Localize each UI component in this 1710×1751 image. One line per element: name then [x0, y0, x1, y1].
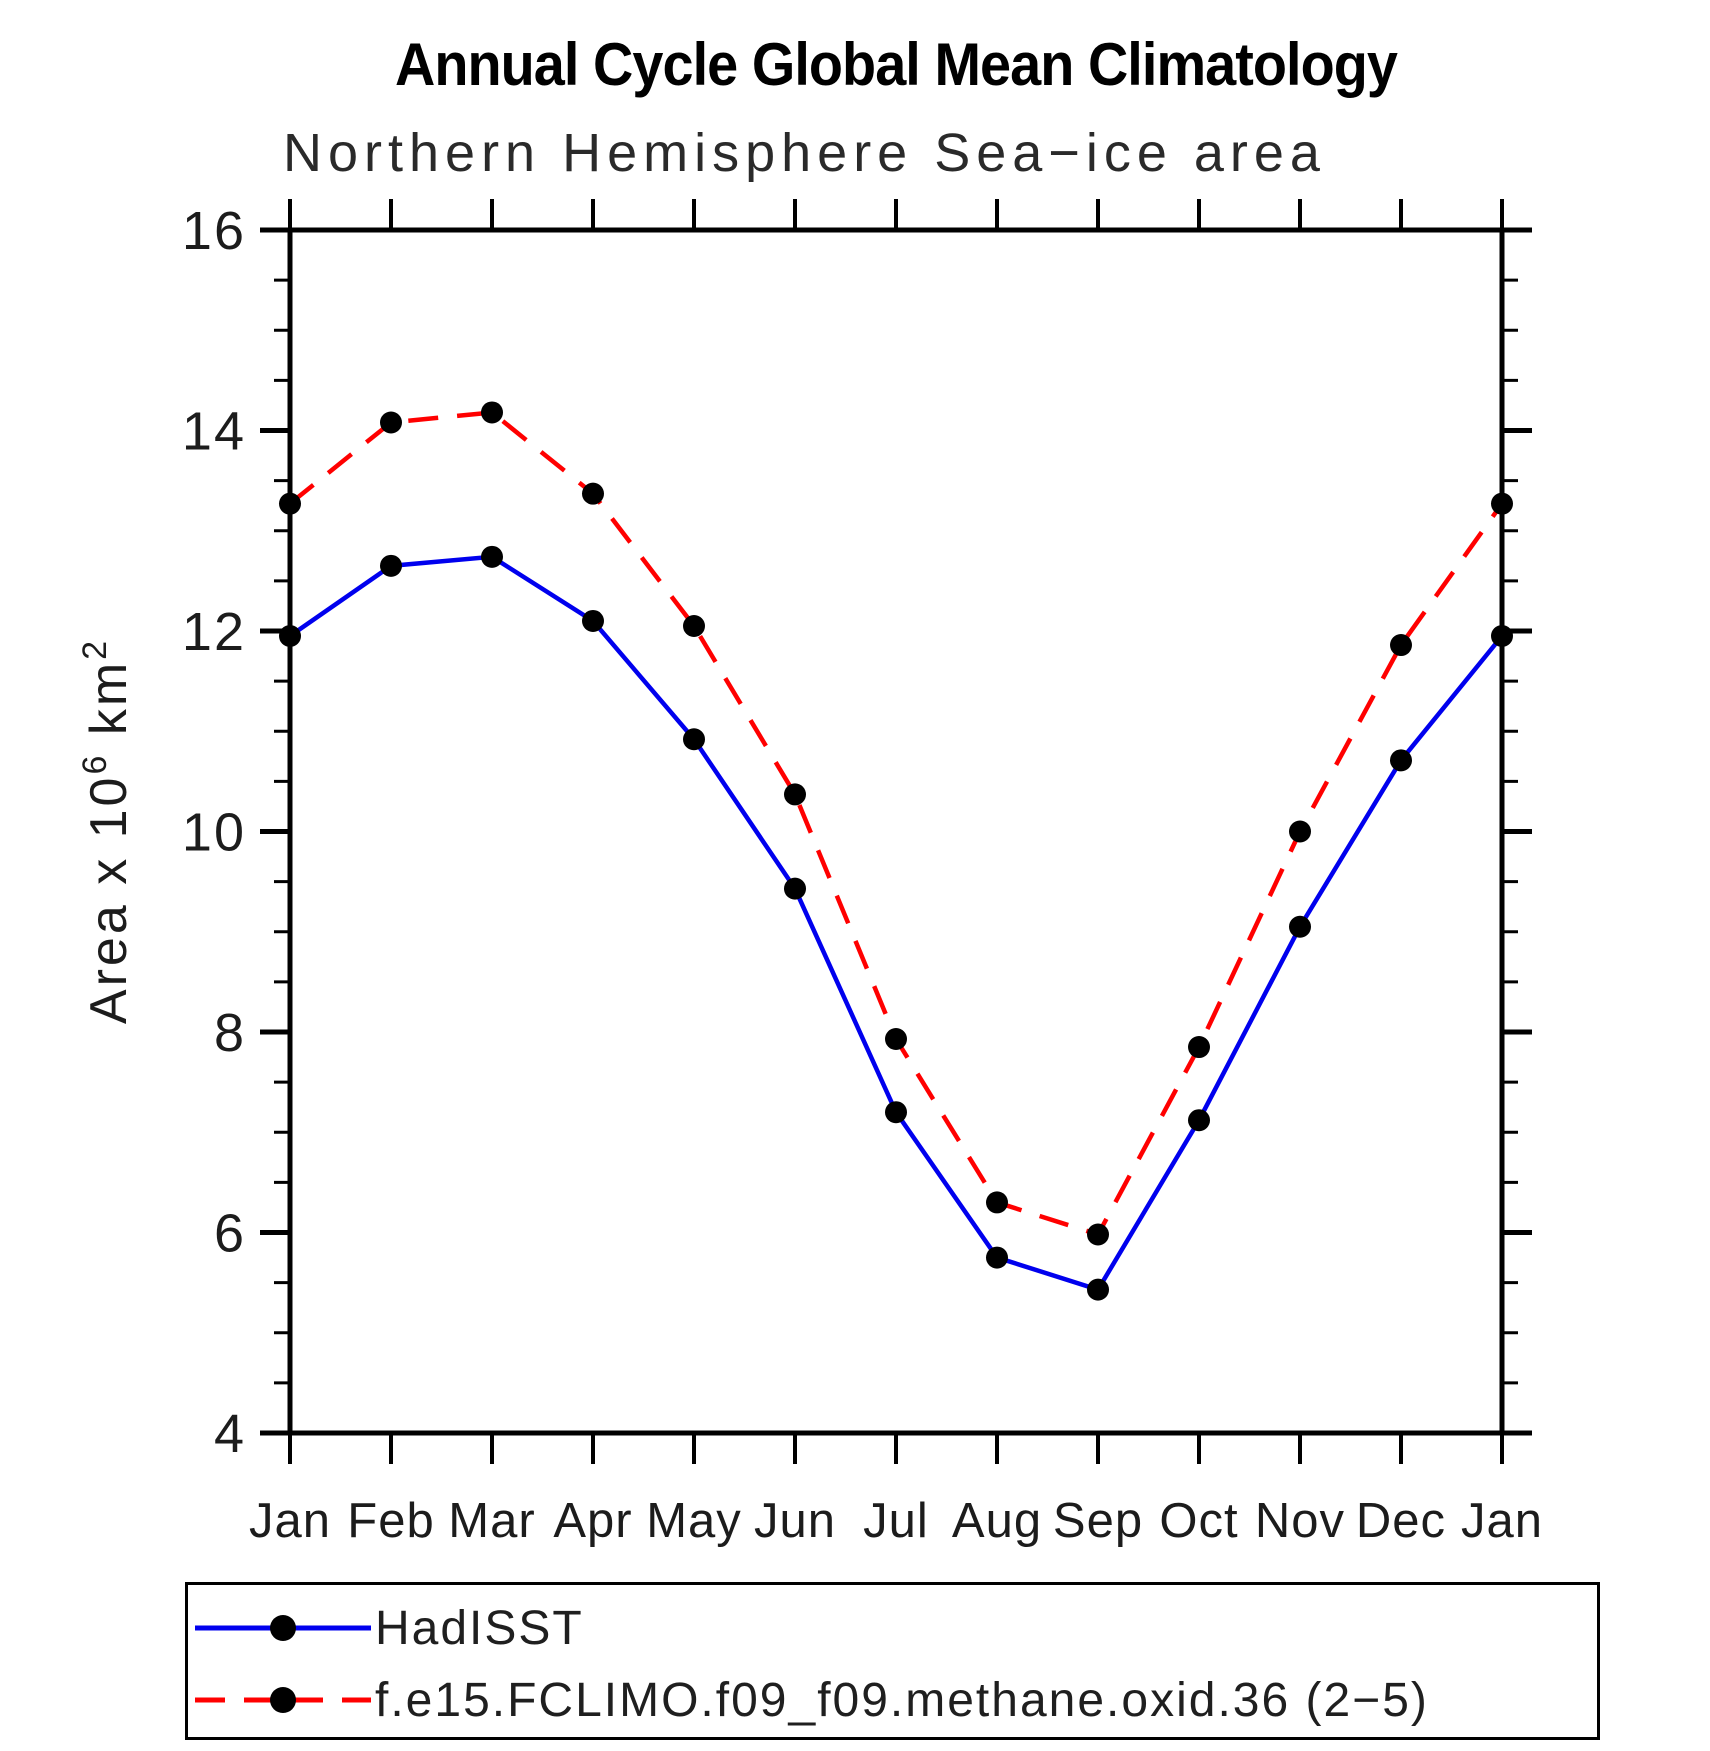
data-point-marker — [683, 614, 705, 637]
data-point-marker — [481, 401, 503, 424]
y-axis-title-text: Area x 10 — [80, 775, 138, 1025]
x-tick-label: Jun — [754, 1494, 836, 1548]
chart-subtitle: Northern Hemisphere Sea−ice area — [283, 123, 1326, 183]
data-point-marker — [279, 625, 301, 648]
x-tick-label: Sep — [1053, 1494, 1143, 1548]
x-tick-label: Jan — [249, 1494, 331, 1548]
x-tick-label: Jan — [1461, 1494, 1543, 1548]
x-tick-label: Mar — [448, 1494, 535, 1548]
data-point-marker — [1188, 1036, 1210, 1059]
y-tick-label: 12 — [182, 602, 246, 662]
data-point-marker — [582, 609, 604, 632]
data-point-marker — [986, 1191, 1008, 1214]
data-point-marker — [1289, 915, 1311, 938]
hadisst-sample-marker — [270, 1615, 296, 1641]
y-axis-title-unit: km — [80, 660, 138, 753]
x-tick-label: Dec — [1356, 1494, 1446, 1548]
hadisst-line-sample — [195, 1615, 371, 1641]
x-tick-label: Apr — [553, 1494, 632, 1548]
data-point-marker — [683, 728, 705, 751]
x-tick-label: May — [646, 1494, 742, 1548]
data-point-marker — [380, 411, 402, 434]
data-point-marker — [1491, 625, 1513, 648]
data-point-marker — [380, 554, 402, 577]
data-point-marker — [1087, 1223, 1109, 1246]
y-tick-label: 14 — [182, 402, 246, 462]
data-point-marker — [1491, 492, 1513, 515]
data-point-marker — [885, 1101, 907, 1124]
data-point-marker — [1390, 749, 1412, 772]
data-point-marker — [1289, 820, 1311, 843]
x-tick-label: Oct — [1159, 1494, 1238, 1548]
data-point-marker — [885, 1028, 907, 1051]
y-tick-label: 8 — [214, 1003, 246, 1063]
y-tick-label: 10 — [182, 803, 246, 863]
legend-item-hadisst: HadISST — [195, 1601, 584, 1655]
data-point-marker — [1188, 1109, 1210, 1132]
data-point-marker — [481, 545, 503, 568]
y-axis-title: Area x 106 km2 — [76, 638, 138, 1024]
chart-title: Annual Cycle Global Mean Climatology — [394, 31, 1398, 98]
model-line-sample — [195, 1687, 371, 1713]
x-tick-label: Nov — [1255, 1494, 1345, 1548]
data-point-marker — [1390, 634, 1412, 657]
legend-label-hadisst: HadISST — [375, 1601, 584, 1655]
data-point-marker — [1087, 1278, 1109, 1301]
legend-item-model: f.e15.FCLIMO.f09_f09.methane.oxid.36 (2−… — [195, 1673, 1429, 1727]
x-tick-label: Jul — [863, 1494, 929, 1548]
data-point-marker — [279, 492, 301, 515]
legend: HadISST f.e15.FCLIMO.f09_f09.methane.oxi… — [185, 1582, 1600, 1740]
y-axis-title-unit-exponent: 2 — [76, 638, 114, 660]
data-point-marker — [986, 1246, 1008, 1269]
model-sample-marker — [270, 1687, 296, 1713]
series-line-solid — [288, 554, 1504, 1293]
legend-label-model: f.e15.FCLIMO.f09_f09.methane.oxid.36 (2−… — [375, 1673, 1429, 1727]
data-point-marker — [784, 877, 806, 900]
y-tick-label: 6 — [214, 1204, 246, 1264]
y-tick-label: 16 — [182, 201, 246, 261]
x-tick-label: Aug — [952, 1494, 1042, 1548]
y-axis-title-exponent: 6 — [76, 753, 114, 775]
data-point-marker — [784, 783, 806, 806]
data-point-marker — [582, 482, 604, 505]
y-tick-label: 4 — [214, 1404, 246, 1464]
plot-frame — [287, 227, 1505, 1436]
x-tick-label: Feb — [347, 1494, 434, 1548]
